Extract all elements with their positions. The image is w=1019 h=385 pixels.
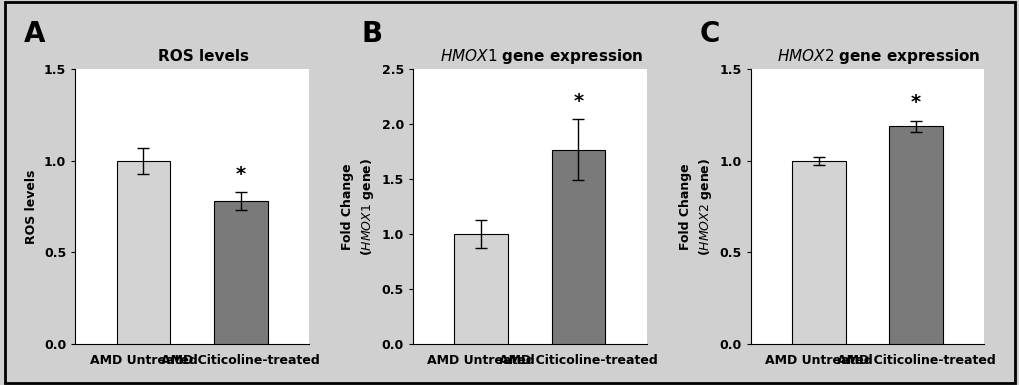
Bar <box>214 201 267 344</box>
Bar <box>551 150 604 344</box>
Title: $\bf{\it{HMOX2}}$$\bf{\ gene\ expression}$: $\bf{\it{HMOX2}}$$\bf{\ gene\ expression… <box>776 47 980 66</box>
Text: A: A <box>23 20 45 47</box>
Text: B: B <box>361 20 382 47</box>
Bar <box>453 234 507 344</box>
Title: $\bf{\it{HMOX1}}$$\bf{\ gene\ expression}$: $\bf{\it{HMOX1}}$$\bf{\ gene\ expression… <box>439 47 643 66</box>
Text: *: * <box>910 94 920 112</box>
Bar <box>792 161 845 344</box>
Bar <box>116 161 170 344</box>
Text: C: C <box>699 20 719 47</box>
Text: *: * <box>573 92 583 110</box>
Text: *: * <box>235 165 246 184</box>
Y-axis label: Fold Change
($\it{HMOX2}$ gene): Fold Change ($\it{HMOX2}$ gene) <box>679 157 713 256</box>
Title: ROS levels: ROS levels <box>158 49 249 64</box>
Y-axis label: ROS levels: ROS levels <box>25 169 39 244</box>
Bar <box>889 126 942 344</box>
Y-axis label: Fold Change
($\it{HMOX1}$ gene): Fold Change ($\it{HMOX1}$ gene) <box>341 157 376 256</box>
